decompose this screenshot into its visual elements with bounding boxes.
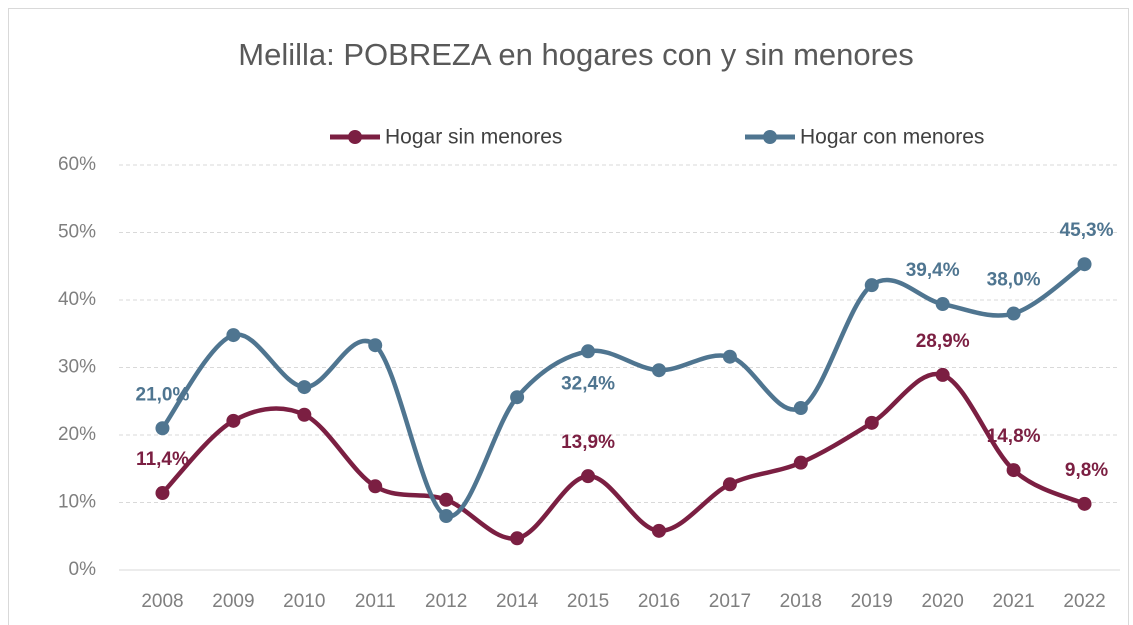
chart-frame bbox=[8, 8, 1129, 625]
data-label: 39,4% bbox=[906, 260, 960, 281]
y-tick-label: 40% bbox=[58, 289, 96, 310]
x-tick-label: 2016 bbox=[638, 591, 680, 612]
data-point bbox=[439, 492, 454, 507]
chart-title: Melilla: POBREZA en hogares con y sin me… bbox=[238, 37, 913, 72]
x-tick-label: 2022 bbox=[1063, 591, 1105, 612]
y-tick-label: 30% bbox=[58, 357, 96, 378]
y-tick-label: 10% bbox=[58, 492, 96, 513]
data-point bbox=[722, 349, 737, 364]
data-point bbox=[864, 278, 879, 293]
data-label: 11,4% bbox=[136, 449, 189, 470]
data-label: 13,9% bbox=[561, 432, 615, 453]
legend-label: Hogar sin menores bbox=[385, 126, 562, 149]
data-point bbox=[1077, 257, 1092, 272]
x-tick-label: 2018 bbox=[780, 591, 822, 612]
data-label: 32,4% bbox=[561, 373, 615, 394]
legend-marker bbox=[763, 130, 777, 144]
data-point bbox=[297, 407, 312, 422]
y-tick-label: 0% bbox=[69, 559, 97, 580]
data-point bbox=[439, 509, 454, 523]
data-point bbox=[793, 455, 808, 470]
data-label: 9,8% bbox=[1065, 460, 1108, 481]
data-point bbox=[581, 469, 596, 484]
data-point bbox=[864, 415, 879, 430]
y-tick-label: 60% bbox=[58, 154, 96, 175]
data-point bbox=[368, 338, 383, 353]
x-tick-label: 2008 bbox=[141, 591, 183, 612]
data-point bbox=[226, 413, 241, 428]
data-point bbox=[935, 367, 950, 382]
data-point bbox=[651, 363, 666, 378]
data-point bbox=[368, 479, 383, 494]
x-tick-label: 2021 bbox=[992, 591, 1034, 612]
x-tick-label: 2009 bbox=[212, 591, 254, 612]
data-point bbox=[155, 421, 170, 436]
data-point bbox=[297, 380, 312, 395]
x-tick-label: 2012 bbox=[425, 591, 467, 612]
data-point bbox=[1006, 463, 1021, 478]
data-point bbox=[155, 486, 170, 501]
data-label: 14,8% bbox=[987, 426, 1041, 447]
data-point bbox=[793, 401, 808, 415]
x-tick-label: 2010 bbox=[283, 591, 325, 612]
data-point bbox=[581, 344, 596, 359]
x-tick-label: 2011 bbox=[355, 591, 396, 612]
x-tick-label: 2015 bbox=[567, 591, 609, 612]
y-tick-label: 50% bbox=[58, 222, 96, 243]
x-tick-label: 2014 bbox=[496, 591, 539, 612]
data-point bbox=[1006, 306, 1021, 321]
data-label: 28,9% bbox=[916, 331, 970, 352]
data-point bbox=[935, 297, 950, 312]
data-label: 21,0% bbox=[136, 384, 190, 405]
x-tick-label: 2019 bbox=[851, 591, 893, 612]
y-tick-label: 20% bbox=[58, 424, 96, 445]
legend-label: Hogar con menores bbox=[800, 126, 984, 149]
data-label: 45,3% bbox=[1060, 220, 1114, 241]
x-tick-label: 2017 bbox=[709, 591, 751, 612]
data-label: 38,0% bbox=[987, 270, 1041, 291]
x-tick-label: 2020 bbox=[922, 591, 964, 612]
data-point bbox=[651, 523, 666, 538]
data-point bbox=[226, 328, 241, 343]
data-point bbox=[510, 390, 525, 405]
legend-marker bbox=[348, 130, 362, 144]
data-point bbox=[1077, 496, 1092, 511]
data-point bbox=[510, 531, 525, 546]
data-point bbox=[722, 477, 737, 492]
